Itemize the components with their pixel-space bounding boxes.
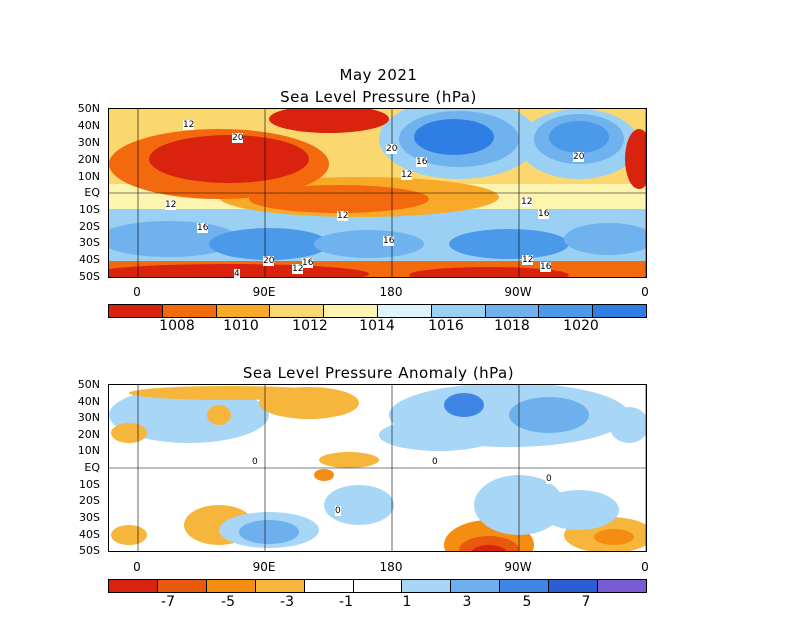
- slp-anomaly-map: [108, 384, 647, 552]
- contour-label: 12: [292, 264, 304, 274]
- lon-label: 90W: [504, 560, 532, 574]
- lat-label: 10S: [79, 478, 100, 491]
- lon-label: 0: [641, 560, 649, 574]
- lat-label: 30N: [77, 411, 100, 424]
- map-title-bottom: Sea Level Pressure Anomaly (hPa): [242, 364, 515, 382]
- contour-label: 16: [538, 209, 550, 219]
- lat-label: EQ: [84, 461, 100, 474]
- colorbar-swatch: [157, 580, 207, 592]
- colorbar-swatch: [353, 580, 403, 592]
- lat-label: EQ: [84, 186, 100, 199]
- map-title-top-line1: May 2021: [339, 66, 418, 84]
- lon-label: 180: [379, 285, 403, 299]
- lon-label: 180: [379, 560, 403, 574]
- contour-label: 16: [302, 258, 314, 268]
- colorbar-swatch: [324, 305, 378, 317]
- colorbar-swatch: [377, 305, 432, 317]
- lat-label: 40S: [79, 253, 100, 266]
- colorbar-swatch: [206, 580, 256, 592]
- colorbar-swatch: [593, 305, 646, 317]
- lat-label: 50N: [77, 378, 100, 391]
- lat-label: 20S: [79, 220, 100, 233]
- colorbar-swatch: [402, 580, 452, 592]
- colorbar-swatch: [270, 305, 325, 317]
- contour-label: 0: [546, 474, 552, 484]
- contour-label: 12: [183, 120, 195, 130]
- lat-label: 50S: [79, 270, 100, 283]
- colorbar-swatch: [216, 305, 271, 317]
- colorbar-label: 7: [581, 594, 591, 610]
- lon-label: 0: [133, 560, 141, 574]
- colorbar-swatch: [109, 580, 158, 592]
- lon-label: 90W: [504, 285, 532, 299]
- colorbar-swatch: [598, 580, 646, 592]
- colorbar-label: 1018: [494, 318, 530, 334]
- lat-label: 30S: [79, 511, 100, 524]
- lat-label: 50N: [77, 102, 100, 115]
- colorbar-label: -3: [280, 594, 294, 610]
- lon-label: 90E: [252, 285, 276, 299]
- map-title-top-line2: Sea Level Pressure (hPa): [280, 88, 477, 106]
- slp-anomaly-map-graphic: [109, 385, 646, 551]
- lat-label: 20N: [77, 428, 100, 441]
- lat-label: 40N: [77, 395, 100, 408]
- lat-label: 10S: [79, 203, 100, 216]
- lat-label: 30N: [77, 136, 100, 149]
- colorbar-label: -1: [339, 594, 353, 610]
- contour-label: 12: [522, 255, 534, 265]
- lon-label: 0: [641, 285, 649, 299]
- contour-label: 16: [540, 262, 552, 272]
- colorbar-swatch: [549, 580, 599, 592]
- contour-label: 12: [521, 197, 533, 207]
- contour-label: 4: [234, 269, 240, 279]
- contour-label: 20: [232, 133, 244, 143]
- contour-label: 16: [197, 223, 209, 233]
- contour-label: 20: [386, 144, 398, 154]
- lat-label: 20S: [79, 494, 100, 507]
- colorbar-label: 1008: [159, 318, 195, 334]
- lat-label: 40N: [77, 119, 100, 132]
- colorbar-swatch: [500, 580, 550, 592]
- colorbar-label: 1012: [292, 318, 328, 334]
- colorbar-swatch: [162, 305, 217, 317]
- colorbar-swatch: [304, 580, 354, 592]
- colorbar-swatch: [431, 305, 486, 317]
- colorbar-label: 1010: [223, 318, 259, 334]
- lon-label: 0: [133, 285, 141, 299]
- colorbar-swatch: [485, 305, 540, 317]
- lat-label: 50S: [79, 544, 100, 557]
- contour-label: 12: [337, 211, 349, 221]
- colorbar-label: 5: [522, 594, 532, 610]
- lat-label: 10N: [77, 170, 100, 183]
- colorbar-swatch: [109, 305, 163, 317]
- lat-label: 40S: [79, 528, 100, 541]
- colorbar-label: -5: [221, 594, 235, 610]
- colorbar-label: 1016: [428, 318, 464, 334]
- colorbar-label: 3: [462, 594, 472, 610]
- contour-label: 0: [335, 506, 341, 516]
- slp-colorbar: [108, 304, 647, 318]
- contour-label: 0: [432, 457, 438, 467]
- slp-map: [108, 108, 647, 278]
- contour-label: 16: [416, 157, 428, 167]
- contour-label: 16: [383, 236, 395, 246]
- lat-label: 10N: [77, 444, 100, 457]
- contour-label: 20: [263, 256, 275, 266]
- colorbar-swatch: [451, 580, 501, 592]
- lat-label: 30S: [79, 236, 100, 249]
- colorbar-label: -7: [161, 594, 175, 610]
- lat-label: 20N: [77, 153, 100, 166]
- colorbar-label: 1: [402, 594, 412, 610]
- contour-label: 12: [401, 170, 413, 180]
- colorbar-label: 1014: [359, 318, 395, 334]
- colorbar-swatch: [539, 305, 594, 317]
- colorbar-swatch: [255, 580, 305, 592]
- slp-map-graphic: [109, 109, 646, 277]
- lon-label: 90E: [252, 560, 276, 574]
- colorbar-label: 1020: [563, 318, 599, 334]
- contour-label: 12: [165, 200, 177, 210]
- contour-label: 0: [252, 457, 258, 467]
- contour-label: 20: [573, 152, 585, 162]
- anomaly-colorbar: [108, 579, 647, 593]
